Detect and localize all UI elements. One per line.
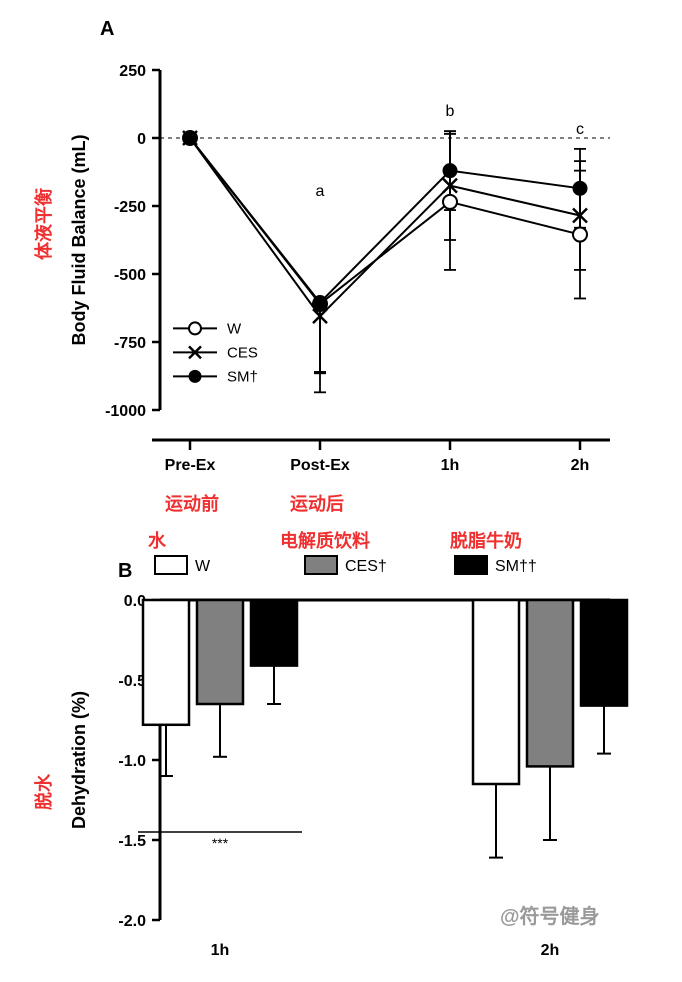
panel-b-ylabel-cn: 脱水 [30,774,56,810]
cat-cn-postex: 运动后 [290,490,344,516]
svg-text:1h: 1h [211,942,230,959]
svg-text:-750: -750 [114,335,146,352]
svg-text:2h: 2h [571,457,590,474]
svg-text:W: W [227,320,242,337]
svg-text:c: c [576,121,584,138]
svg-text:b: b [446,103,455,120]
chart-a: -1000 -750 -500 -250 0 250 Pre-Ex Post-Ex 1h 2h Bo… [40,40,640,480]
watermark: @符号健身 [500,900,600,929]
svg-text:250: 250 [119,63,146,80]
svg-text:1h: 1h [441,457,460,474]
svg-text:-1.5: -1.5 [118,833,146,850]
svg-text:Body Fluid Balance (mL): Body Fluid Balance (mL) [69,134,89,345]
svg-text:-500: -500 [114,267,146,284]
svg-text:Post-Ex: Post-Ex [290,457,350,474]
svg-text:-2.0: -2.0 [118,913,146,930]
svg-text:-250: -250 [114,199,146,216]
panel-a-ylabel-cn: 体液平衡 [30,188,56,260]
svg-text:Dehydration (%): Dehydration (%) [69,691,89,829]
panel-a-label: A [100,18,114,41]
svg-text:SM††: SM†† [495,558,537,575]
cat-cn-preex: 运动前 [165,490,219,516]
svg-text:0: 0 [137,131,146,148]
svg-text:-1.0: -1.0 [118,753,146,770]
svg-text:SM†: SM† [227,368,258,385]
svg-text:CES†: CES† [345,558,387,575]
svg-text:a: a [316,183,325,200]
svg-text:CES: CES [227,344,258,361]
svg-text:Pre-Ex: Pre-Ex [165,457,216,474]
svg-text:***: *** [212,835,229,851]
svg-text:2h: 2h [541,942,560,959]
svg-text:-1000: -1000 [105,403,146,420]
svg-text:W: W [195,558,211,575]
